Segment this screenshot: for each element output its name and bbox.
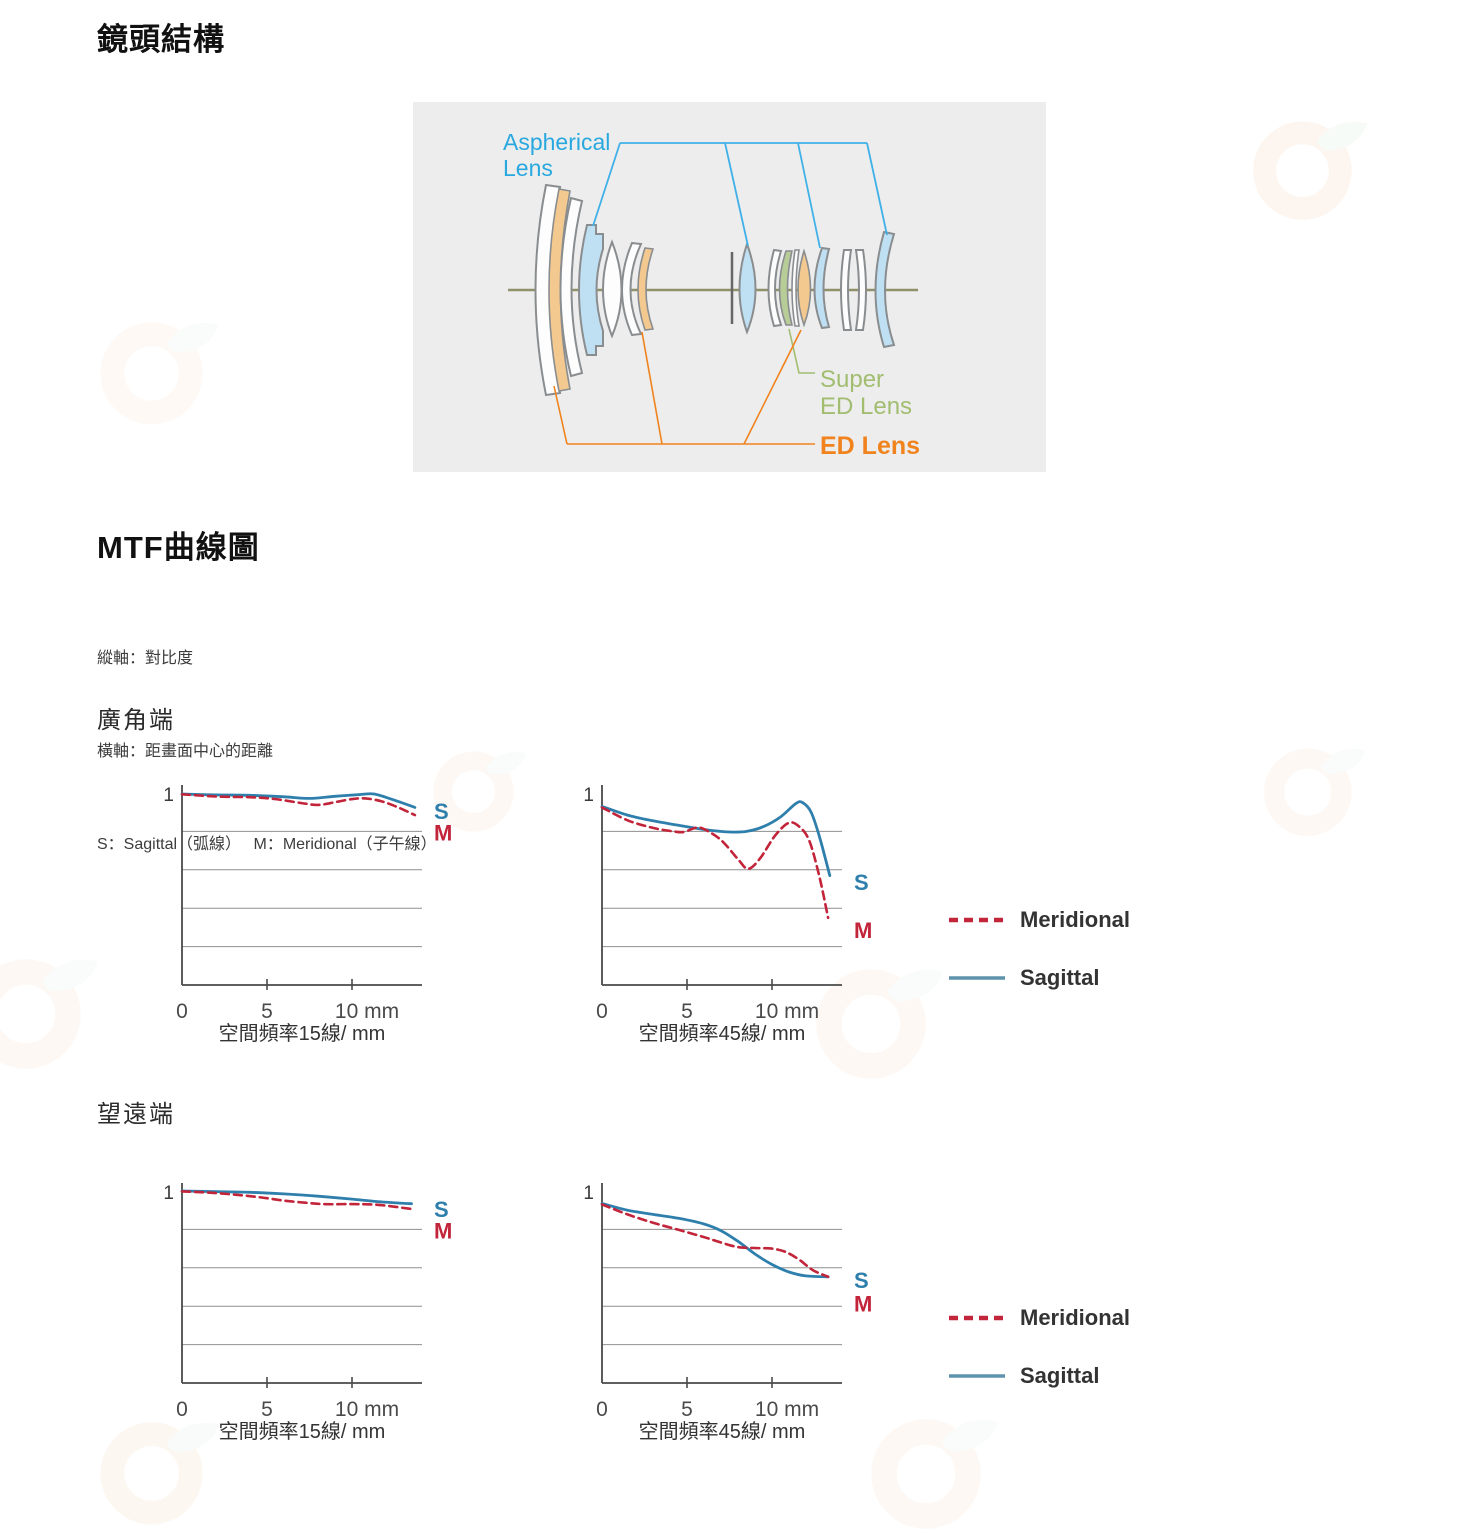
m-label: M [434, 820, 452, 845]
chart-canvas-wide-45: 1 0 5 10 mm SM 空間頻率45線/ mm [583, 785, 872, 1045]
meridional-curve [600, 806, 830, 920]
chart-caption: 空間頻率15線/ mm [219, 1022, 386, 1045]
mtf-legend-wide: Meridional Sagittal [948, 895, 1208, 1015]
mtf-legend-tele: Meridional Sagittal [948, 1293, 1208, 1413]
mtf-notes: 縱軸：對比度 橫軸：距畫面中心的距離 S：Sagittal（弧線） M：Meri… [97, 581, 437, 891]
chart-caption: 空間頻率45線/ mm [639, 1022, 806, 1045]
mtf-note-horizontal-axis: 橫軸：距畫面中心的距離 [97, 743, 274, 760]
mtf-chart-tele-15: 1 0 5 10 mm S M 空間頻率15線/ mm [140, 1173, 510, 1451]
meridional-line-sample [949, 1315, 1005, 1321]
lens-element-super-ed [778, 250, 794, 326]
legend-item-sagittal: Sagittal [948, 965, 1099, 991]
watermark-logo [1264, 748, 1366, 836]
mtf-chart-tele-45: 1 0 5 10 mm S M 空間頻率45線/ mm [560, 1173, 930, 1451]
aspherical-callout-lines [592, 142, 888, 249]
lens-element-thin-2 [791, 249, 800, 327]
m-label: M [854, 918, 872, 943]
meridional-curve [600, 1203, 830, 1279]
wide-angle-section-title: 廣角端 [97, 707, 175, 734]
x-tick-label: 5 [261, 1398, 273, 1421]
x-tick-label: 0 [596, 1000, 608, 1023]
x-tick-label: 10 mm [335, 1000, 399, 1023]
lens-element-meniscus [559, 196, 584, 378]
super-ed-lens-label-line1: Super [820, 366, 884, 393]
sagittal-curve [600, 1202, 830, 1279]
meridional-line-sample [949, 917, 1005, 923]
lens-element-aspherical-4 [874, 230, 896, 349]
legend-label-sagittal: Sagittal [1020, 1363, 1100, 1388]
x-tick-label: 10 mm [335, 1398, 399, 1421]
s-label: S [854, 870, 869, 895]
chart-caption: 空間頻率15線/ mm [219, 1420, 386, 1443]
chart-canvas-tele-45: 1 0 5 10 mm SM 空間頻率45線/ mm [583, 1183, 872, 1443]
x-tick-label: 0 [596, 1398, 608, 1421]
lens-structure-title: 鏡頭結構 [97, 22, 225, 57]
legend-label-meridional: Meridional [1020, 907, 1131, 932]
lens-diagram: Aspherical Lens Super ED Lens ED Lens [503, 129, 920, 460]
sagittal-curve [180, 1189, 413, 1206]
mtf-note-sm-definition: S：Sagittal（弧線） M：Meridional（子午線） [97, 836, 437, 853]
lens-element-concave-2 [854, 249, 867, 331]
lens-element-aspherical-1 [578, 224, 604, 356]
s-label: S [434, 799, 449, 824]
lens-element-thin-1 [767, 248, 783, 328]
ed-callout-lines [553, 329, 815, 445]
lens-element-ed-rear [797, 248, 812, 328]
super-ed-lens-label-line2: ED Lens [820, 393, 912, 420]
legend-label-meridional: Meridional [1020, 1305, 1131, 1330]
m-label: M [854, 1291, 872, 1316]
legend-item-sagittal: Sagittal [948, 1363, 1099, 1389]
meridional-curve [180, 793, 417, 817]
chart-canvas-tele-15: 1 0 5 10 mm SM 空間頻率15線/ mm [163, 1183, 452, 1443]
x-tick-label: 10 mm [755, 1398, 819, 1421]
sagittal-curve [180, 792, 417, 809]
super-ed-callout-line [788, 328, 815, 374]
mtf-chart-wide-15: 1 0 5 10 mm S M 空間頻率15線/ mm [140, 775, 510, 1053]
x-tick-label: 5 [261, 1000, 273, 1023]
mtf-title: MTF曲線圖 [97, 530, 260, 565]
lens-element-concave-1 [840, 249, 853, 331]
x-tick-label: 10 mm [755, 1000, 819, 1023]
s-label: S [854, 1268, 869, 1293]
chart-canvas-wide-15: 1 0 5 10 mm SM 空間頻率15線/ mm [163, 785, 452, 1045]
watermark-logo [0, 959, 98, 1069]
legend-item-meridional: Meridional [948, 907, 1130, 933]
meridional-curve [180, 1190, 413, 1211]
lens-element-biconvex [602, 239, 623, 339]
ed-lens-label: ED Lens [820, 432, 920, 460]
lens-element-ed-small [637, 247, 655, 331]
lens-element-aspherical-2 [738, 240, 757, 335]
legend-item-meridional: Meridional [948, 1305, 1130, 1331]
telephoto-section-title: 望遠端 [97, 1101, 175, 1128]
sagittal-curve [600, 800, 832, 877]
x-tick-label: 0 [176, 1398, 188, 1421]
x-tick-label: 0 [176, 1000, 188, 1023]
lens-element-meniscus-2 [621, 241, 643, 337]
legend-label-sagittal: Sagittal [1020, 965, 1100, 990]
y-axis-label-1: 1 [583, 1183, 594, 1204]
x-tick-label: 5 [681, 1000, 693, 1023]
lens-element-aspherical-3 [813, 246, 831, 330]
mtf-chart-wide-45: 1 0 5 10 mm S M 空間頻率45線/ mm [560, 775, 930, 1053]
aspherical-lens-label-line1: Aspherical [503, 129, 610, 155]
y-axis-label-1: 1 [583, 785, 594, 806]
aspherical-lens-label-line2: Lens [503, 155, 553, 181]
sagittal-line-sample [949, 976, 1005, 980]
m-label: M [434, 1218, 452, 1243]
sagittal-line-sample [949, 1374, 1005, 1378]
watermark-logo [1253, 121, 1368, 220]
lens-spec-page: { "page": { "lens_structure_title": "鏡頭結… [0, 22, 1368, 1529]
lens-diagram-panel: Aspherical Lens Super ED Lens ED Lens [413, 102, 1046, 472]
y-axis-label-1: 1 [163, 785, 174, 806]
mtf-note-vertical-axis: 縱軸：對比度 [97, 650, 194, 667]
y-axis-label-1: 1 [163, 1183, 174, 1204]
chart-caption: 空間頻率45線/ mm [639, 1420, 806, 1443]
s-label: S [434, 1197, 449, 1222]
watermark-logo [100, 322, 219, 425]
x-tick-label: 5 [681, 1398, 693, 1421]
